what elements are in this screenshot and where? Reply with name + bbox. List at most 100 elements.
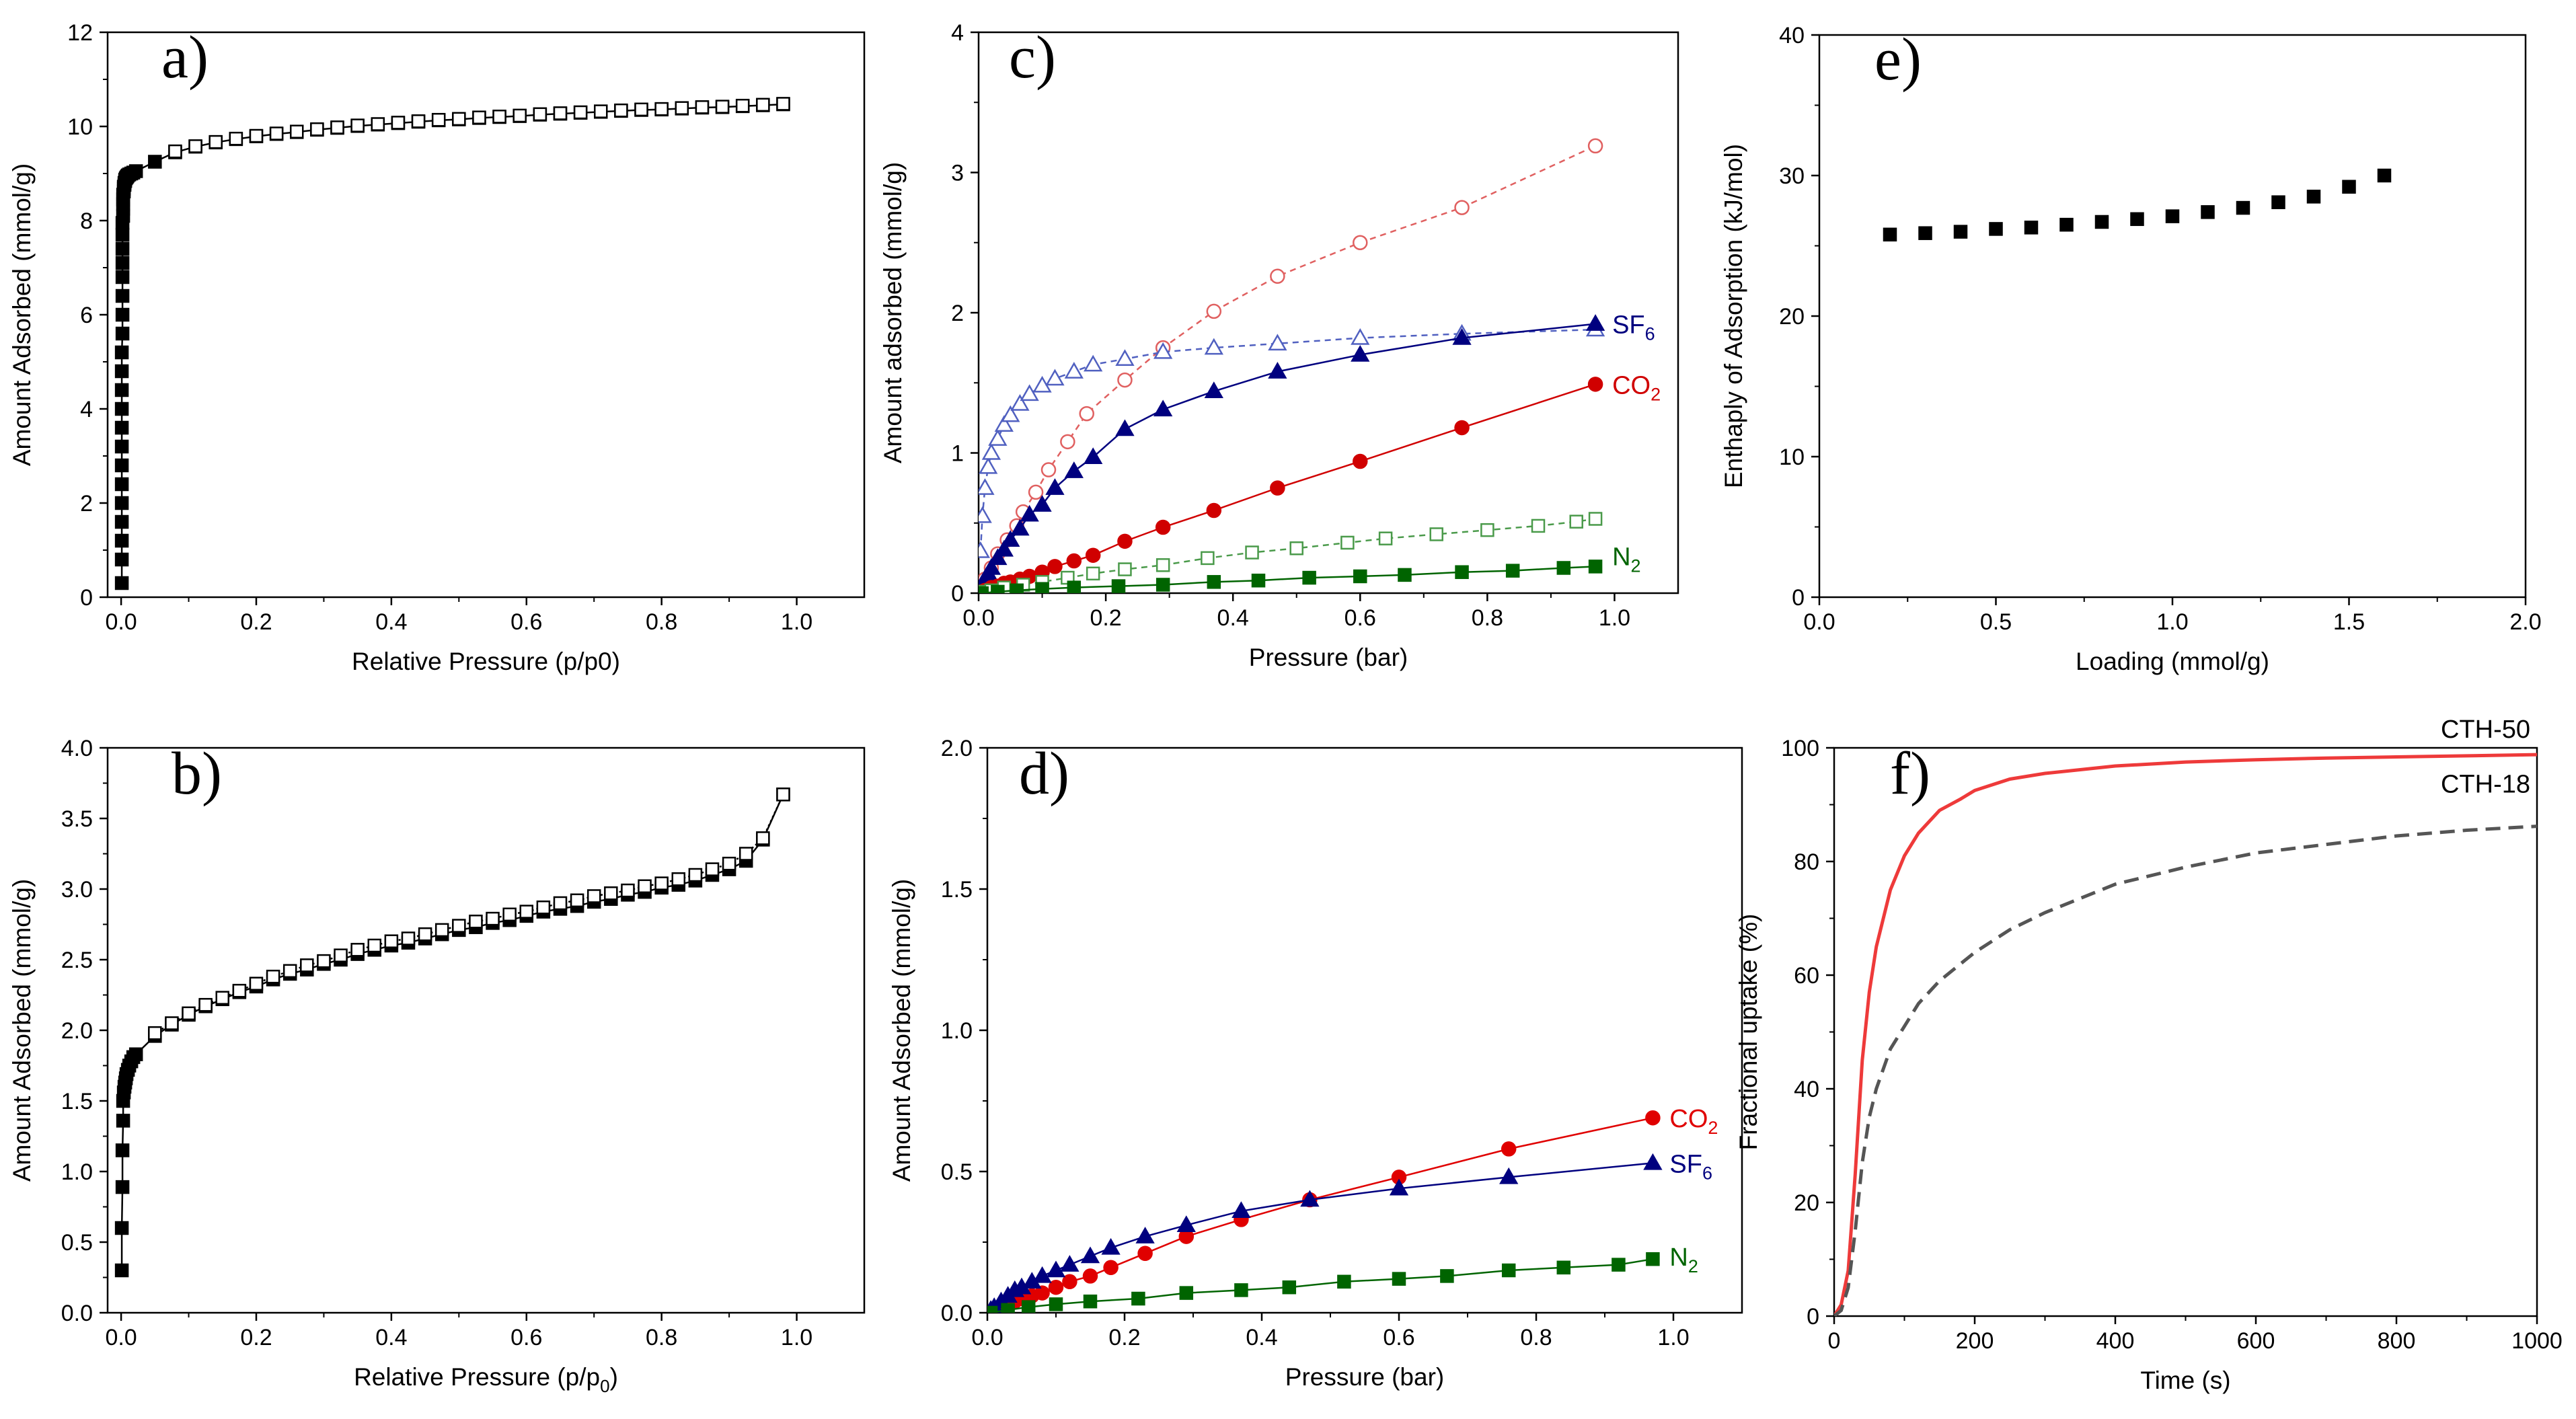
series-label: CO2 xyxy=(1612,371,1661,404)
data-point xyxy=(1501,1141,1517,1157)
data-point xyxy=(979,541,990,558)
data-point xyxy=(115,307,130,322)
x-axis-label: Loading (mmol/g) xyxy=(2076,648,2269,675)
data-point xyxy=(1156,578,1170,592)
data-point xyxy=(756,831,770,845)
data-point xyxy=(1245,545,1259,560)
x-tick-label: 0.0 xyxy=(105,609,137,635)
y-tick-label: 2.0 xyxy=(941,736,973,761)
y-tick-label: 1.5 xyxy=(61,1089,93,1114)
data-point xyxy=(249,128,264,143)
data-point xyxy=(1115,419,1135,436)
y-tick-label: 20 xyxy=(1779,304,1805,330)
data-point xyxy=(776,97,790,111)
data-point xyxy=(2342,180,2356,194)
data-point xyxy=(115,1143,130,1157)
data-point xyxy=(738,847,753,861)
series-line xyxy=(990,1258,1653,1313)
y-tick-label: 0.5 xyxy=(61,1230,93,1256)
data-point xyxy=(1067,580,1082,593)
x-axis-label: Relative Pressure (p/p0) xyxy=(352,648,620,675)
data-point xyxy=(1645,1110,1661,1126)
data-point xyxy=(282,964,297,979)
x-tick-label: 1000 xyxy=(2511,1328,2563,1354)
data-point xyxy=(1455,565,1469,579)
data-point xyxy=(1270,480,1285,496)
data-point xyxy=(1111,579,1126,593)
data-point xyxy=(695,100,710,114)
data-point xyxy=(229,131,243,146)
data-point xyxy=(776,788,790,802)
data-point xyxy=(1028,484,1044,500)
y-axis-label: Enthaply of Adsorption (kJ/mol) xyxy=(1720,144,1747,488)
x-tick-label: 0.0 xyxy=(962,605,994,631)
data-point xyxy=(114,383,129,397)
data-point xyxy=(1454,420,1470,436)
data-point xyxy=(115,241,130,256)
data-point xyxy=(431,112,446,127)
y-tick-label: 2.5 xyxy=(61,948,93,973)
x-tick-label: 0.6 xyxy=(510,1325,542,1350)
data-point xyxy=(198,997,213,1012)
series-label: N2 xyxy=(1669,1243,1698,1276)
data-point xyxy=(675,101,689,115)
data-point xyxy=(1204,338,1223,355)
y-tick-label: 0.0 xyxy=(941,1301,973,1326)
data-point xyxy=(1302,570,1316,585)
data-point xyxy=(634,102,648,117)
data-point xyxy=(114,576,129,590)
y-axis-label: Amount Adsorbed (mmol/g) xyxy=(8,163,36,466)
y-tick-label: 10 xyxy=(67,114,93,140)
y-tick-label: 40 xyxy=(1779,23,1805,48)
data-point xyxy=(1066,553,1082,569)
data-point xyxy=(472,110,486,124)
x-axis-label-end: ) xyxy=(610,1363,618,1391)
data-point xyxy=(1531,519,1546,533)
data-point xyxy=(1060,1255,1079,1272)
series-enthalpy xyxy=(1883,168,2392,242)
data-point xyxy=(300,958,314,972)
data-point xyxy=(1612,1258,1626,1272)
data-point xyxy=(1918,226,1932,240)
x-tick-label: 0.6 xyxy=(1344,605,1376,631)
data-point xyxy=(981,558,1001,575)
data-point xyxy=(114,420,129,435)
plot-frame xyxy=(977,31,1679,595)
data-point xyxy=(604,886,618,900)
chart-panel-a: 0.0 0.2 0.4 0.6 0.8 1.0 0 2 4 6 8 10 12 Relative Pres… xyxy=(8,20,866,675)
data-point xyxy=(1020,384,1039,401)
data-point xyxy=(1060,434,1075,450)
y-tick-label: 0 xyxy=(1792,585,1805,611)
data-point xyxy=(594,104,608,118)
data-point xyxy=(1392,1272,1406,1286)
series-line xyxy=(990,1162,1653,1311)
series-label: CTH-18 xyxy=(2441,771,2530,799)
y-tick-label: 4 xyxy=(951,20,964,46)
data-point xyxy=(1353,569,1367,584)
data-point xyxy=(1131,1291,1145,1306)
data-point xyxy=(979,457,998,474)
y-tick-label: 20 xyxy=(1794,1190,1819,1216)
x-tick-label: 0.2 xyxy=(1108,1325,1140,1350)
data-point xyxy=(654,102,669,116)
y-tick-label: 1.0 xyxy=(941,1018,973,1044)
x-tick-label: 0.6 xyxy=(510,609,542,635)
data-point xyxy=(115,326,130,341)
x-axis-label: Time (s) xyxy=(2140,1367,2230,1394)
series-label-sub: 6 xyxy=(1702,1163,1712,1183)
y-axis-label: Amount Adsorbed (mmol/g) xyxy=(888,879,915,1182)
data-point xyxy=(1337,1274,1351,1289)
series-desorption xyxy=(168,97,790,159)
x-tick-label: 1.0 xyxy=(1657,1325,1689,1350)
data-point xyxy=(1118,562,1132,576)
chart-panel-d: 0.0 0.2 0.4 0.6 0.8 1.0 0.0 0.5 1.0 1.5 2.0 Pressur… xyxy=(888,736,1743,1391)
y-tick-label: 0 xyxy=(1807,1304,1819,1330)
data-point xyxy=(114,514,129,529)
x-tick-label: 0.0 xyxy=(971,1325,1003,1350)
y-tick-label: 0 xyxy=(80,585,93,611)
data-point xyxy=(452,919,466,933)
series-label: SF6 xyxy=(1669,1150,1712,1183)
data-point xyxy=(1353,235,1368,250)
data-point xyxy=(722,856,736,871)
x-tick-label: 200 xyxy=(1956,1328,1994,1354)
